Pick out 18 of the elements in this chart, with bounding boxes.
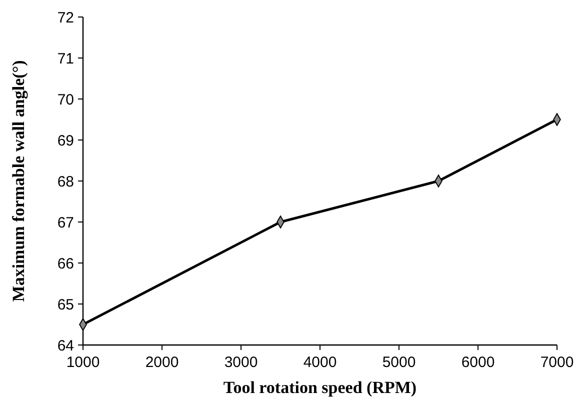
x-tick-label: 2000 [145, 354, 179, 371]
y-tick-label: 67 [57, 214, 74, 232]
y-tick-label: 69 [57, 132, 74, 150]
x-tick-label: 5000 [382, 354, 416, 371]
y-tick-label: 70 [57, 91, 74, 108]
y-tick-label: 64 [57, 337, 74, 354]
y-tick-label: 68 [57, 173, 74, 190]
x-tick-label: 1000 [66, 354, 100, 371]
x-tick-label: 7000 [540, 354, 574, 371]
x-axis-title: Tool rotation speed (RPM) [223, 378, 417, 397]
y-tick-label: 71 [57, 50, 74, 68]
y-tick-label: 66 [57, 255, 74, 272]
y-axis-title: Maximum formable wall angle(°) [9, 60, 28, 302]
x-tick-label: 6000 [461, 354, 495, 371]
y-tick-label: 65 [57, 296, 74, 314]
x-tick-label: 4000 [303, 354, 337, 371]
y-tick-label: 72 [57, 9, 74, 26]
x-tick-label: 3000 [224, 354, 258, 371]
